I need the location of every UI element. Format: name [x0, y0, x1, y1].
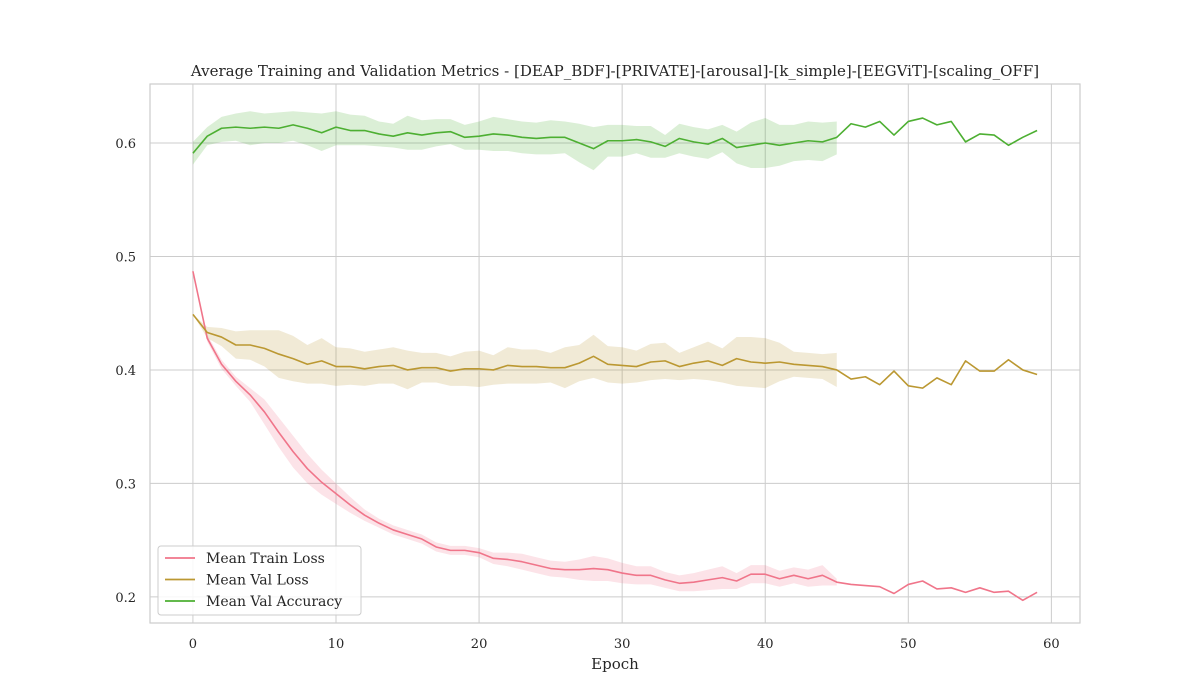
series-lines: [192, 117, 1038, 602]
x-tick-label: 0: [189, 637, 197, 652]
legend-label-0: Mean Train Loss: [206, 551, 325, 567]
legend: Mean Train Loss Mean Val Loss Mean Val Acc…: [157, 545, 362, 616]
plot-border: [149, 83, 1081, 624]
line-series-0: [192, 271, 1038, 602]
y-tick-label: 0.2: [115, 591, 136, 606]
y-tick-label: 0.6: [115, 137, 136, 152]
legend-label-2: Mean Val Accuracy: [206, 594, 342, 610]
legend-label-1: Mean Val Loss: [206, 573, 309, 589]
line-series-2: [192, 117, 1038, 154]
x-axis-title: Epoch: [591, 655, 639, 673]
y-tick-label: 0.3: [115, 477, 136, 492]
band-series-0: [192, 271, 837, 592]
band-series-1: [192, 314, 837, 390]
x-tick-label: 40: [757, 637, 774, 652]
x-tick-label: 20: [471, 637, 488, 652]
x-tick-label: 50: [900, 637, 917, 652]
y-tick-label: 0.4: [115, 364, 136, 379]
x-tick-label: 30: [614, 637, 631, 652]
band-series-2: [192, 111, 837, 171]
line-series-1: [192, 313, 1038, 389]
chart-title: Average Training and Validation Metrics …: [190, 62, 1039, 80]
y-tick-label: 0.5: [115, 250, 136, 265]
confidence-bands: [192, 111, 837, 592]
x-tick-label: 60: [1043, 637, 1060, 652]
legend-box: [157, 545, 362, 616]
plot-area: [150, 84, 1080, 623]
x-tick-label: 10: [328, 637, 345, 652]
tick-labels: 0 10 20 30 40 50 60 0.2 0.3 0.4 0.5 0.6: [115, 137, 1059, 652]
